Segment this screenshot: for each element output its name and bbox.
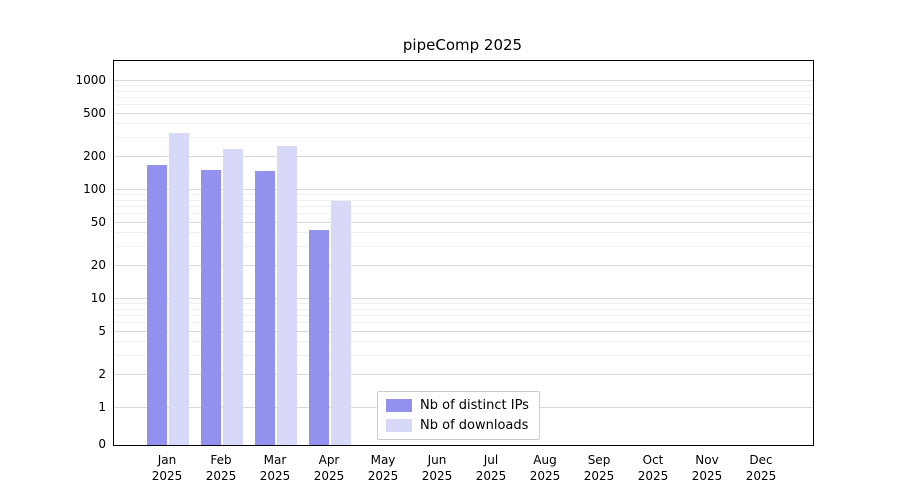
y-gridline-minor bbox=[114, 355, 813, 356]
y-tick-label: 0 bbox=[98, 437, 106, 451]
y-gridline-major bbox=[114, 156, 813, 158]
y-tick-label: 2 bbox=[98, 367, 106, 382]
y-tick-label: 5 bbox=[98, 323, 106, 338]
y-gridline-major bbox=[114, 330, 813, 332]
x-tick-label: Nov 2025 bbox=[691, 453, 723, 483]
y-gridline-minor bbox=[114, 96, 813, 98]
x-tick-label: Sep 2025 bbox=[583, 453, 615, 483]
bar-distinct-ips bbox=[255, 171, 275, 445]
y-tick-label: 1000 bbox=[75, 73, 106, 87]
legend-swatch-distinct-ips bbox=[386, 399, 412, 412]
y-gridline-minor bbox=[114, 213, 813, 215]
bar-downloads bbox=[169, 133, 189, 445]
y-gridline-major bbox=[114, 189, 813, 190]
y-gridline-major bbox=[114, 265, 813, 267]
legend-row-downloads: Nb of downloads bbox=[386, 418, 529, 433]
y-gridline-minor bbox=[114, 85, 813, 86]
y-gridline-major bbox=[114, 221, 813, 223]
plot-area: Nb of distinct IPs Nb of downloads bbox=[113, 60, 814, 446]
y-gridline-minor bbox=[114, 199, 813, 201]
y-gridline-minor bbox=[114, 194, 813, 195]
x-tick-label: Feb 2025 bbox=[205, 453, 237, 483]
x-tick-label: Dec 2025 bbox=[745, 453, 777, 483]
chart-title: pipeComp 2025 bbox=[402, 36, 523, 54]
y-tick-label: 10 bbox=[90, 291, 106, 305]
y-gridline-minor bbox=[114, 246, 813, 247]
x-tick-label: Jun 2025 bbox=[421, 453, 453, 483]
x-tick-label: Jul 2025 bbox=[475, 453, 507, 483]
y-gridline-minor bbox=[114, 137, 813, 138]
bar-downloads bbox=[331, 200, 351, 445]
y-tick-label: 50 bbox=[90, 214, 106, 229]
bar-downloads bbox=[277, 145, 297, 445]
x-tick-label: Oct 2025 bbox=[637, 453, 669, 483]
x-tick-label: Apr 2025 bbox=[313, 453, 345, 483]
y-gridline-major bbox=[114, 112, 813, 114]
legend-row-distinct-ips: Nb of distinct IPs bbox=[386, 398, 529, 413]
legend-label-distinct-ips: Nb of distinct IPs bbox=[420, 398, 529, 413]
legend-swatch-downloads bbox=[386, 419, 412, 432]
bar-distinct-ips bbox=[309, 229, 329, 445]
y-tick-label: 200 bbox=[83, 149, 106, 164]
legend: Nb of distinct IPs Nb of downloads bbox=[377, 391, 540, 440]
y-gridline-minor bbox=[114, 308, 813, 310]
x-tick-label: Jan 2025 bbox=[151, 453, 183, 483]
y-gridline-minor bbox=[114, 104, 813, 106]
x-tick-label: Aug 2025 bbox=[529, 453, 561, 483]
y-gridline-major bbox=[114, 80, 813, 81]
y-gridline-minor bbox=[114, 303, 813, 304]
bar-distinct-ips bbox=[147, 164, 167, 445]
x-tick-label: Mar 2025 bbox=[259, 453, 291, 483]
y-gridline-minor bbox=[114, 90, 813, 92]
y-gridline-minor bbox=[114, 314, 813, 316]
y-gridline-major bbox=[114, 298, 813, 299]
y-tick-label: 100 bbox=[83, 182, 106, 196]
y-tick-label: 20 bbox=[90, 258, 106, 273]
y-tick-label: 1 bbox=[98, 400, 106, 414]
y-gridline-minor bbox=[114, 341, 813, 343]
y-gridline-minor bbox=[114, 123, 813, 125]
legend-label-downloads: Nb of downloads bbox=[420, 418, 529, 433]
y-tick-label: 500 bbox=[83, 105, 106, 120]
bar-downloads bbox=[223, 148, 243, 445]
x-tick-label: May 2025 bbox=[367, 453, 399, 483]
bar-distinct-ips bbox=[201, 170, 221, 445]
y-gridline-minor bbox=[114, 322, 813, 324]
y-gridline-minor bbox=[114, 205, 813, 207]
y-gridline-minor bbox=[114, 232, 813, 234]
y-gridline-major bbox=[114, 374, 813, 376]
